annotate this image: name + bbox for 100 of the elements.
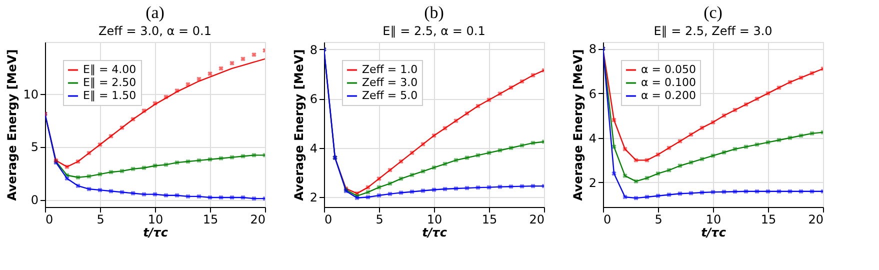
point — [486, 184, 492, 190]
point — [678, 163, 682, 168]
x-tick-label: 5 — [96, 212, 104, 226]
point — [164, 94, 168, 100]
point — [530, 140, 536, 146]
point — [622, 173, 628, 178]
point — [186, 82, 190, 87]
x-tick-label: 0 — [46, 212, 54, 226]
point — [634, 179, 638, 184]
point — [366, 184, 370, 190]
point — [152, 163, 158, 168]
y-tick-label: 2 — [310, 190, 318, 205]
point — [656, 171, 660, 176]
point — [744, 102, 748, 107]
y-tick-label: 6 — [310, 92, 318, 106]
point — [442, 162, 448, 166]
x-tick-label: 15 — [202, 212, 218, 226]
point — [498, 148, 502, 153]
point — [64, 176, 70, 181]
x-tick-label: 5 — [376, 212, 384, 226]
y-tick-label: 4 — [310, 141, 318, 156]
point — [788, 80, 792, 84]
legend-label: E∥ = 1.50 — [83, 89, 136, 102]
point — [218, 66, 224, 71]
x-tick-label: 5 — [654, 212, 662, 226]
point — [454, 158, 458, 163]
y-tick-label: 8 — [588, 42, 596, 56]
point — [164, 162, 168, 168]
point — [230, 154, 234, 160]
x-tick-label: 0 — [324, 212, 332, 226]
point — [788, 189, 792, 194]
point — [230, 60, 234, 66]
point — [196, 76, 202, 82]
point — [612, 144, 616, 150]
point — [776, 189, 782, 194]
legend-label: E∥ = 2.50 — [83, 76, 136, 89]
point — [252, 52, 256, 58]
point — [432, 133, 436, 138]
point — [520, 79, 524, 84]
point — [688, 190, 694, 196]
point — [644, 194, 650, 200]
point — [622, 194, 628, 200]
chart-title: (c) — [704, 3, 722, 22]
line-series — [45, 112, 265, 201]
point — [776, 138, 782, 142]
point — [142, 166, 146, 170]
point — [208, 71, 212, 76]
point — [174, 88, 180, 93]
chart-title: (a) — [146, 3, 164, 22]
point — [120, 190, 124, 195]
point — [108, 134, 114, 138]
point — [152, 192, 158, 197]
point — [520, 143, 524, 148]
y-tick-label: 0 — [30, 193, 38, 208]
legend-label: α = 0.100 — [641, 76, 696, 89]
y-axis-title: Average Energy [MeV] — [5, 49, 20, 201]
point — [810, 70, 814, 76]
y-tick-label: 6 — [588, 86, 596, 101]
point — [766, 140, 770, 145]
point — [766, 90, 770, 96]
x-tick-label: 0 — [604, 212, 612, 226]
point — [810, 189, 814, 194]
y-tick-label: 10 — [23, 87, 38, 102]
point — [398, 159, 404, 164]
point — [476, 104, 480, 108]
point — [788, 136, 792, 140]
point — [388, 168, 392, 172]
y-axis-title: Average Energy [MeV] — [292, 49, 306, 201]
x-tick-label: 20 — [808, 212, 824, 226]
point — [666, 192, 672, 198]
point — [688, 132, 694, 137]
point — [376, 176, 382, 181]
point — [86, 150, 92, 156]
point — [476, 152, 480, 158]
point — [464, 111, 470, 116]
point — [798, 189, 804, 194]
point — [700, 126, 704, 130]
point — [218, 156, 224, 161]
point — [164, 193, 168, 198]
point — [398, 190, 404, 196]
point — [508, 146, 514, 150]
point — [644, 176, 650, 180]
point — [252, 196, 256, 201]
point — [432, 187, 436, 192]
point — [152, 101, 158, 106]
point — [174, 193, 180, 198]
point — [398, 176, 404, 181]
point — [120, 125, 124, 130]
point — [700, 190, 704, 195]
point — [230, 195, 234, 200]
point — [108, 170, 114, 174]
point — [700, 156, 704, 162]
point — [130, 190, 136, 196]
point — [388, 192, 392, 196]
x-axis-title: t/τc — [701, 226, 726, 240]
point — [754, 96, 760, 102]
point — [656, 152, 660, 157]
point — [612, 171, 616, 176]
point — [688, 160, 694, 165]
point — [754, 142, 760, 147]
